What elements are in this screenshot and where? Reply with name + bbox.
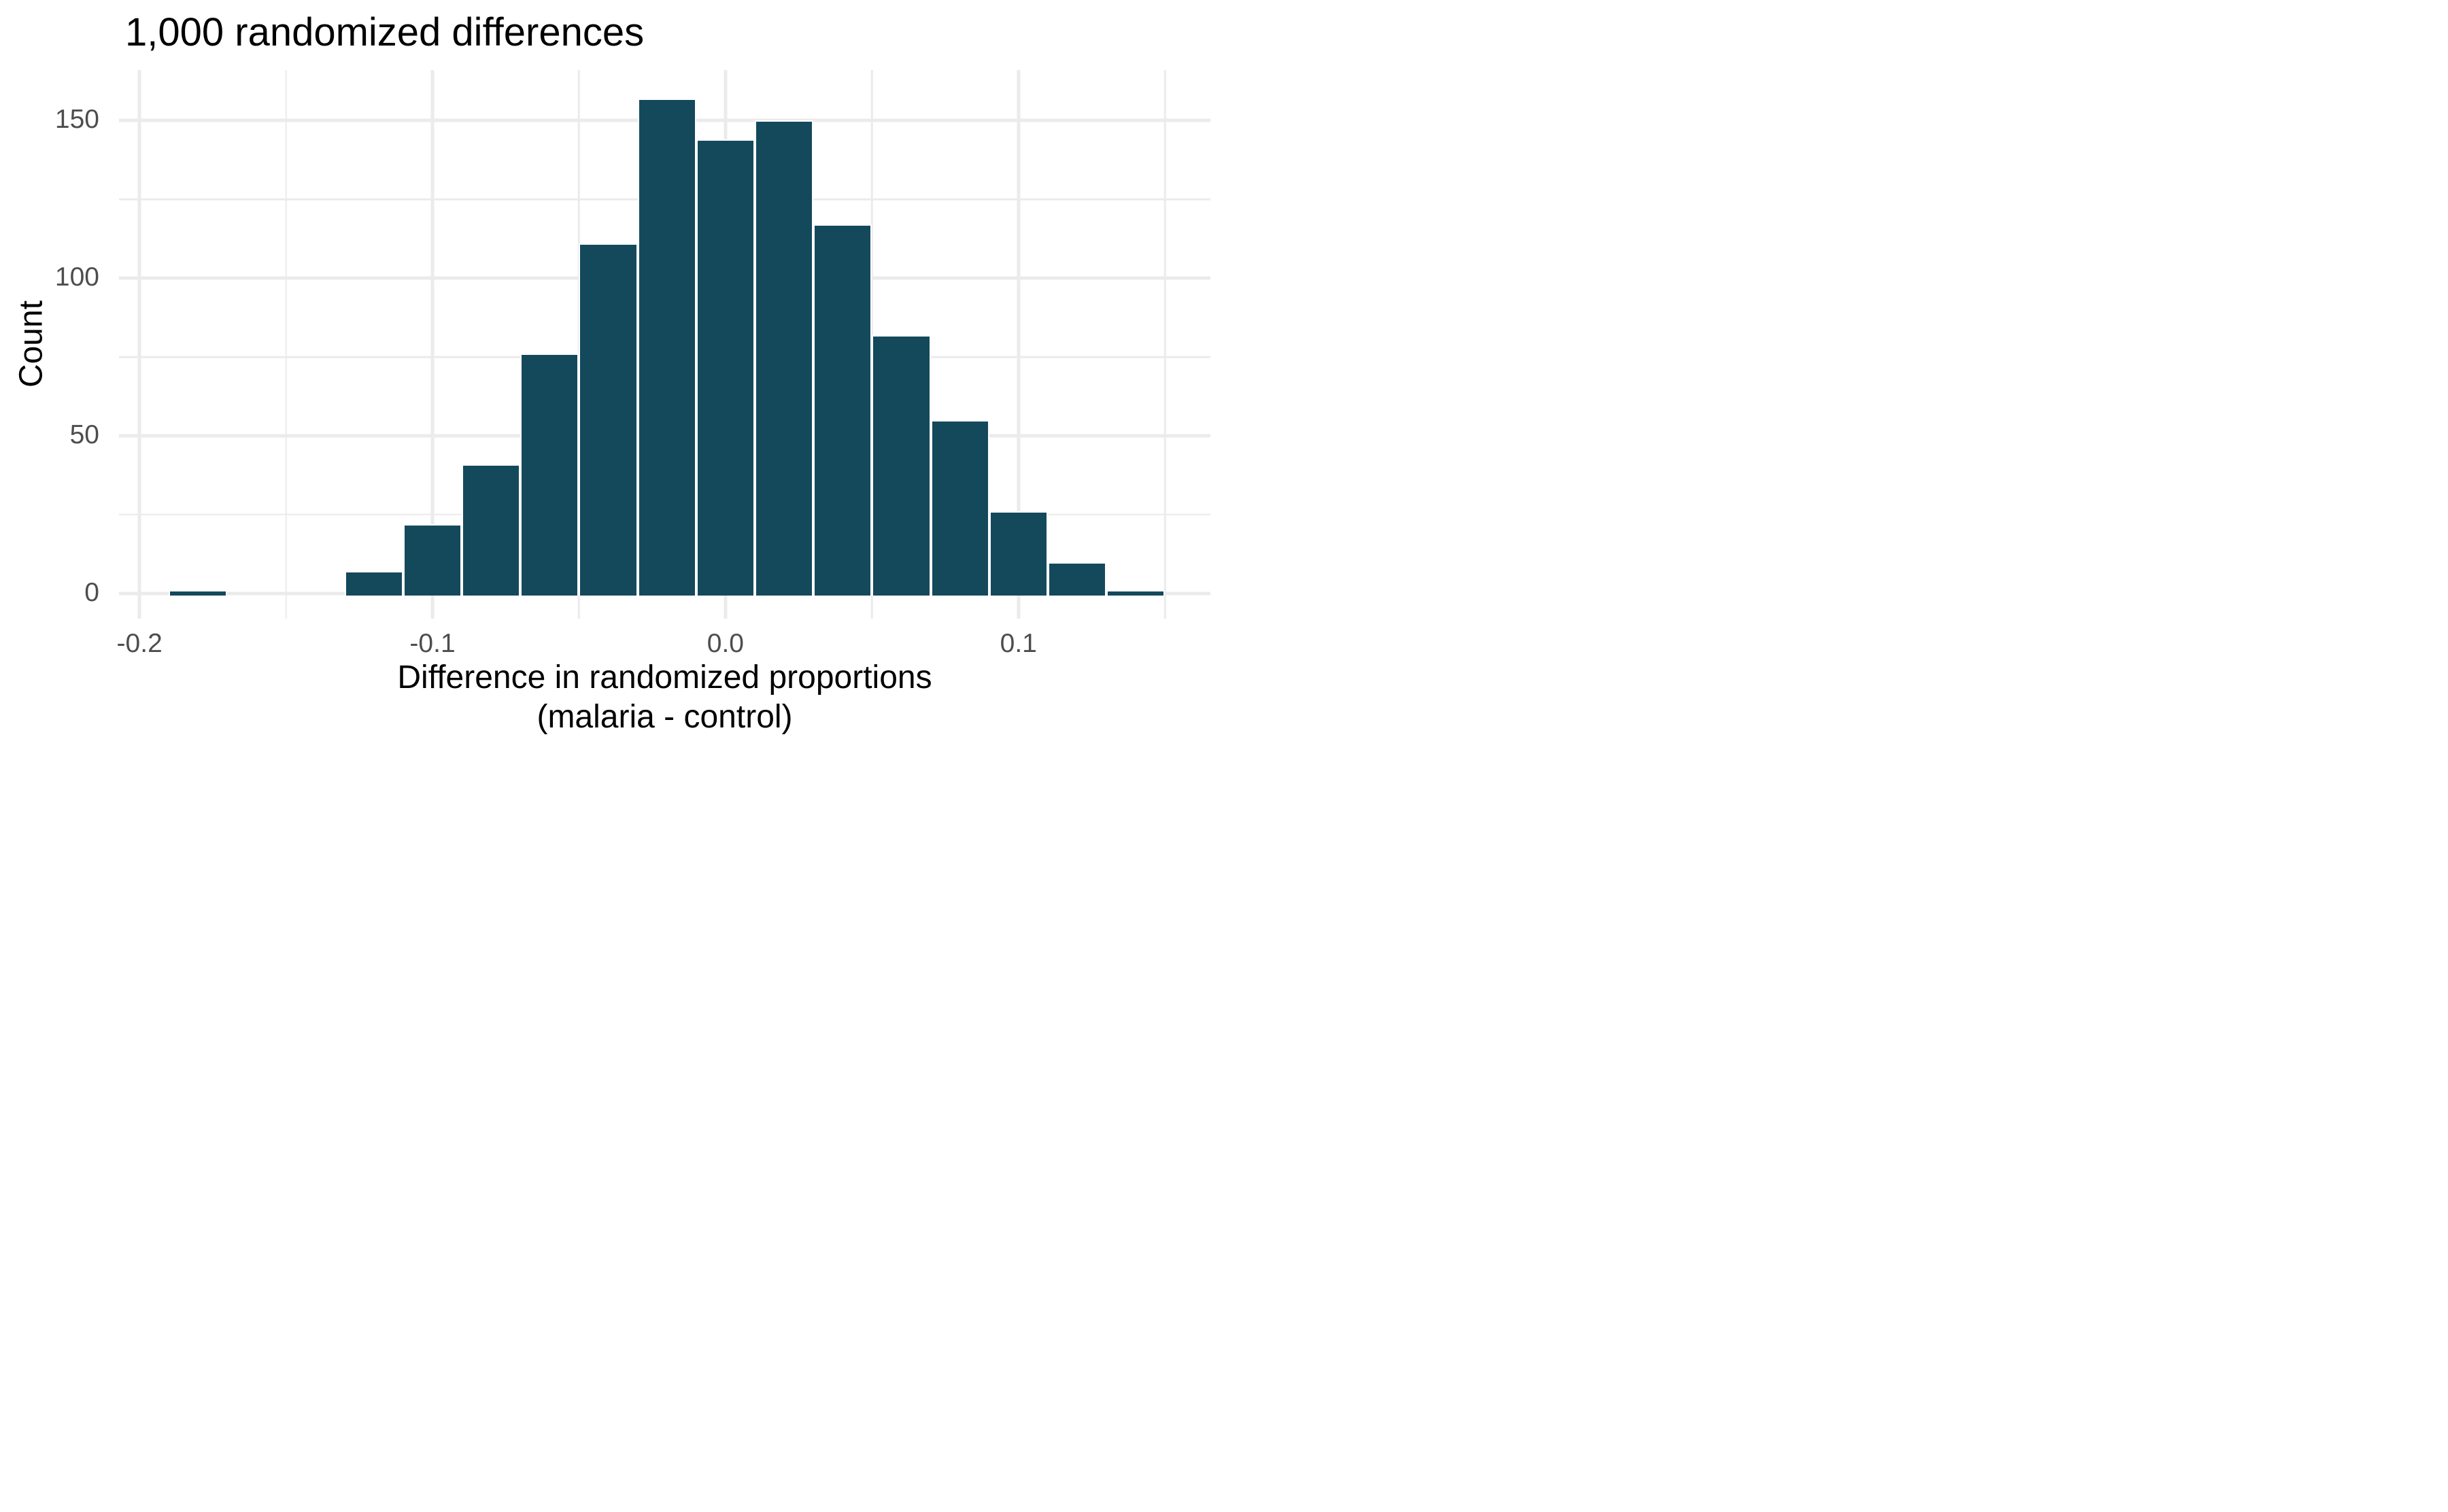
x-minor-gridline <box>285 70 287 619</box>
x-minor-gridline <box>1163 70 1166 619</box>
histogram-bar <box>696 139 755 596</box>
x-axis-title-line-2: (malaria - control) <box>537 699 793 735</box>
x-tick-label: 0.1 <box>1000 629 1037 658</box>
histogram-bar <box>930 419 989 596</box>
x-tick-label: -0.2 <box>116 629 163 658</box>
histogram-bar <box>579 243 638 596</box>
y-tick-label: 0 <box>84 578 99 608</box>
x-axis-title: Difference in randomized proportions (ma… <box>119 658 1210 737</box>
histogram-bar <box>872 334 931 596</box>
x-major-gridline <box>1017 70 1021 619</box>
x-major-gridline <box>430 70 435 619</box>
histogram-bar <box>1047 562 1107 596</box>
histogram-figure: 1,000 randomized differences Count 0 50 10… <box>0 0 1224 756</box>
histogram-bar <box>813 224 872 596</box>
histogram-bar <box>1106 590 1166 596</box>
histogram-bar <box>754 120 814 596</box>
histogram-bar <box>344 571 403 596</box>
histogram-bar <box>169 590 228 596</box>
histogram-bar <box>989 511 1048 596</box>
y-tick-label: 150 <box>54 105 99 135</box>
histogram-bar <box>462 464 521 596</box>
y-axis-title: Count <box>13 300 50 388</box>
histogram-bar <box>520 354 579 596</box>
histogram-bar <box>637 98 696 596</box>
x-major-gridline <box>137 70 141 619</box>
y-tick-label: 100 <box>54 262 99 292</box>
plot-panel <box>119 70 1210 619</box>
x-tick-label: -0.1 <box>409 629 456 658</box>
plot-title: 1,000 randomized differences <box>125 10 645 54</box>
x-tick-label: 0.0 <box>707 629 744 658</box>
histogram-bar <box>403 523 462 596</box>
x-axis-title-line-1: Difference in randomized proportions <box>397 659 932 695</box>
y-tick-label: 50 <box>69 420 99 450</box>
